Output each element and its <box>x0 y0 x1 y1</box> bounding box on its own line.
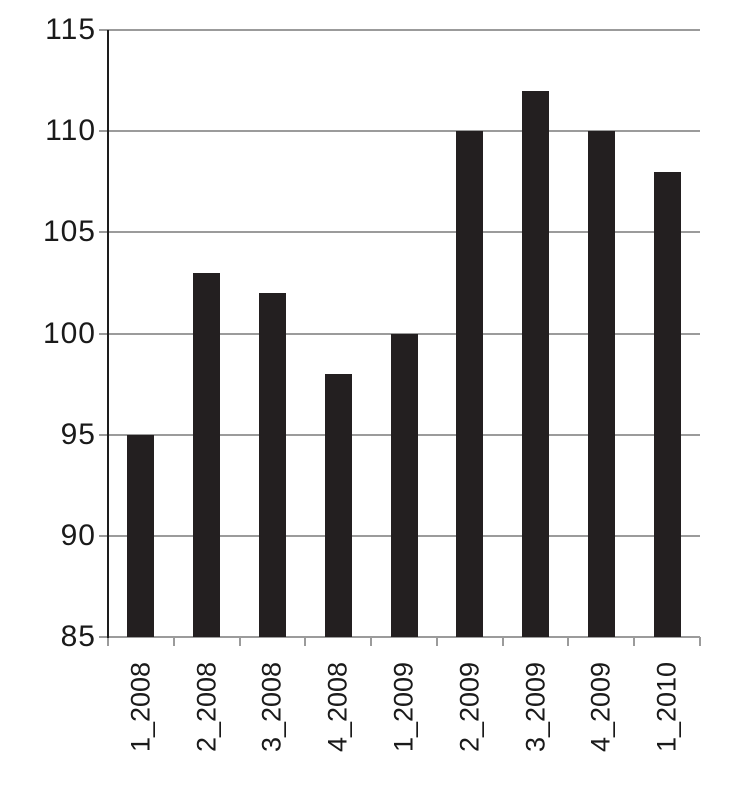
bar-4_2009 <box>588 131 615 637</box>
y-axis-label: 90 <box>60 519 96 552</box>
y-axis-tick <box>99 636 108 638</box>
x-axis-label-4_2009: 4_2009 <box>585 661 616 753</box>
bar-3_2009 <box>522 91 549 637</box>
gridline-115 <box>108 29 700 31</box>
x-axis-label-1_2008: 1_2008 <box>125 661 156 753</box>
x-axis-tick <box>304 637 306 646</box>
x-axis-label-1_2009: 1_2009 <box>388 661 419 753</box>
x-axis-label-2_2009: 2_2009 <box>454 661 485 753</box>
y-axis-tick <box>99 130 108 132</box>
x-axis-tick <box>567 637 569 646</box>
bar-1_2009 <box>391 334 418 637</box>
gridline-85 <box>108 636 700 638</box>
bar-1_2010 <box>654 172 681 637</box>
y-axis-tick <box>99 434 108 436</box>
y-axis-tick <box>99 231 108 233</box>
x-axis-tick <box>173 637 175 646</box>
x-axis-tick <box>107 637 109 646</box>
y-axis-label: 85 <box>60 620 96 653</box>
x-axis-tick <box>633 637 635 646</box>
y-axis-label: 100 <box>42 317 96 350</box>
y-axis-line <box>107 30 109 638</box>
bar-1_2008 <box>127 435 154 637</box>
y-axis-tick <box>99 535 108 537</box>
gridline-110 <box>108 130 700 132</box>
x-axis-label-3_2008: 3_2008 <box>256 661 287 753</box>
y-axis-label: 95 <box>60 418 96 451</box>
y-axis-label: 115 <box>45 13 96 46</box>
x-axis-label-4_2008: 4_2008 <box>322 661 353 753</box>
bar-3_2008 <box>259 293 286 637</box>
x-axis-label-3_2009: 3_2009 <box>520 661 551 753</box>
bar-2_2009 <box>456 131 483 637</box>
x-axis-label-2_2008: 2_2008 <box>191 661 222 753</box>
y-axis-tick <box>99 29 108 31</box>
x-axis-tick <box>699 637 701 646</box>
bar-2_2008 <box>193 273 220 637</box>
x-axis-tick <box>436 637 438 646</box>
x-axis-tick <box>502 637 504 646</box>
y-axis-label: 105 <box>42 215 96 248</box>
bar-4_2008 <box>325 374 352 637</box>
y-axis-label: 110 <box>45 114 96 147</box>
x-axis-tick <box>370 637 372 646</box>
y-axis-tick <box>99 333 108 335</box>
x-axis-label-1_2010: 1_2010 <box>651 661 682 753</box>
x-axis-tick <box>239 637 241 646</box>
gridline-105 <box>108 231 700 233</box>
